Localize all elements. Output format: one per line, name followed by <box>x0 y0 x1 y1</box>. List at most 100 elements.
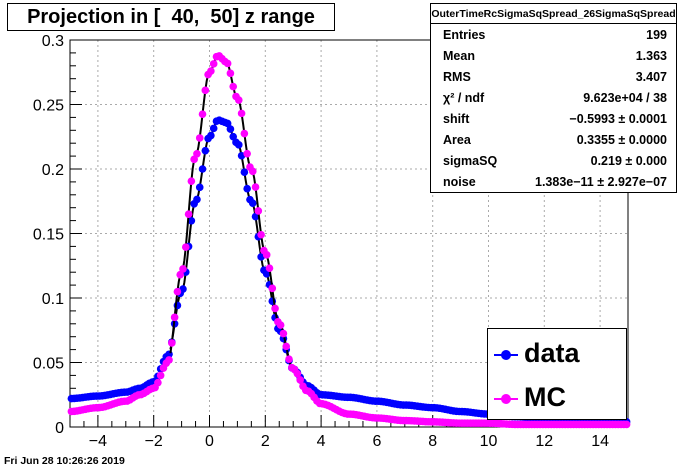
data-point-mc <box>223 59 232 68</box>
stats-rows: Entries 199 Mean 1.363 RMS 3.407 χ² / ndf 9.623… <box>431 24 676 192</box>
data-point-mc <box>271 304 279 313</box>
x-tick-label: −4 <box>89 433 107 450</box>
data-point-mc <box>198 110 207 118</box>
stats-row: Mean 1.363 <box>431 45 676 66</box>
legend: data MC <box>487 328 627 420</box>
data-point-mc <box>165 356 173 364</box>
data-point-mc <box>622 420 631 429</box>
data-point-mc <box>254 207 263 215</box>
data-point-mc <box>243 149 251 158</box>
stats-row: Area 0.3355 ± 0.0000 <box>431 129 676 150</box>
x-tick-label: 4 <box>317 433 326 450</box>
data-point-mc <box>207 67 215 75</box>
data-point-mc <box>168 339 176 347</box>
stats-row: shift −0.5993 ± 0.0001 <box>431 108 676 129</box>
data-point-mc <box>190 155 198 164</box>
data-point-data <box>209 124 218 133</box>
x-tick-label: 12 <box>535 433 553 450</box>
stats-label: shift <box>443 111 470 126</box>
stats-name: OuterTimeRcSigmaSqSpread_26SigmaSqSpread <box>431 4 676 24</box>
data-point-mc <box>237 109 246 118</box>
data-point-data <box>243 184 251 193</box>
data-point-data <box>198 165 207 173</box>
y-tick-label: 0.2 <box>42 162 64 179</box>
x-tick-label: 10 <box>480 433 498 450</box>
data-point-mc <box>251 183 260 191</box>
data-point-mc <box>285 355 293 363</box>
legend-marker-mc <box>501 394 511 404</box>
stats-label: Area <box>443 132 471 147</box>
data-point-data <box>262 270 271 278</box>
data-point-data <box>226 125 235 133</box>
datestamp: Fri Jun 28 10:26:26 2019 <box>4 455 125 467</box>
y-tick-label: 0.15 <box>33 227 64 244</box>
data-point-mc <box>240 129 249 138</box>
data-point-data <box>187 216 196 225</box>
data-point-mc <box>265 264 274 272</box>
data-point-mc <box>184 210 193 218</box>
y-tick-label: 0.3 <box>42 33 64 50</box>
y-tick-label: 0.05 <box>33 356 64 373</box>
stats-value: 0.3355 ± 0.0000 <box>576 132 667 147</box>
stats-label: Mean <box>443 48 475 63</box>
x-tick-label: 0 <box>205 433 214 450</box>
stats-value: 199 <box>646 27 667 42</box>
data-point-mc <box>296 376 304 384</box>
data-point-data <box>251 212 260 221</box>
data-point-mc <box>248 167 257 176</box>
data-point-mc <box>234 96 243 104</box>
stats-value: 1.363 <box>635 48 667 63</box>
data-point-data <box>193 195 201 204</box>
legend-item-mc: MC <box>488 379 628 419</box>
stats-label: RMS <box>443 69 471 84</box>
legend-item-data: data <box>488 335 628 375</box>
stats-label: noise <box>443 174 476 189</box>
data-point-data <box>201 146 210 155</box>
data-point-mc <box>229 82 238 91</box>
stats-row: noise 1.383e−11 ± 2.927e−07 <box>431 171 676 192</box>
stats-label: Entries <box>443 27 486 42</box>
x-tick-label: 2 <box>261 433 270 450</box>
data-point-mc <box>181 243 190 251</box>
data-point-mc <box>179 265 187 273</box>
data-point-mc <box>293 369 302 378</box>
data-point-mc <box>176 270 185 279</box>
x-tick-label: 6 <box>372 433 381 450</box>
y-tick-label: 0.1 <box>42 291 64 308</box>
data-point-mc <box>187 177 196 185</box>
data-point-data <box>234 141 243 149</box>
stats-row: χ² / ndf 9.623e+04 / 38 <box>431 87 676 108</box>
plot-title: Projection in [ 40, 50] z range <box>7 3 335 31</box>
stats-row: RMS 3.407 <box>431 66 676 87</box>
data-point-mc <box>201 86 210 95</box>
stats-value: 1.383e−11 ± 2.927e−07 <box>535 174 667 189</box>
stats-box: OuterTimeRcSigmaSqSpread_26SigmaSqSpread… <box>430 3 677 193</box>
data-point-data <box>223 119 232 128</box>
stats-value: −0.5993 ± 0.0001 <box>569 111 667 126</box>
data-point-data <box>240 168 249 177</box>
data-point-mc <box>195 134 204 142</box>
legend-marker-data <box>501 350 511 360</box>
data-point-mc <box>226 69 235 78</box>
y-tick-label: 0.25 <box>33 98 64 115</box>
stats-row: sigmaSQ 0.219 ± 0.000 <box>431 150 676 171</box>
data-point-data <box>229 132 238 141</box>
data-point-mc <box>173 287 182 296</box>
stats-label: sigmaSQ <box>443 153 498 168</box>
x-tick-label: −2 <box>145 433 163 450</box>
legend-label-data: data <box>524 338 580 368</box>
data-point-mc <box>209 60 218 68</box>
data-point-mc <box>276 321 285 329</box>
data-point-mc <box>156 371 165 380</box>
data-point-data <box>207 131 215 140</box>
data-point-mc <box>268 284 277 293</box>
y-tick-label: 0 <box>55 420 64 437</box>
stats-value: 9.623e+04 / 38 <box>583 90 667 105</box>
legend-label-mc: MC <box>524 382 566 412</box>
data-point-mc <box>257 230 265 239</box>
stats-value: 0.219 ± 0.000 <box>590 153 667 168</box>
data-point-mc <box>282 342 291 351</box>
x-tick-label: 8 <box>428 433 437 450</box>
data-point-mc <box>262 251 271 259</box>
x-tick-label: 14 <box>591 433 609 450</box>
